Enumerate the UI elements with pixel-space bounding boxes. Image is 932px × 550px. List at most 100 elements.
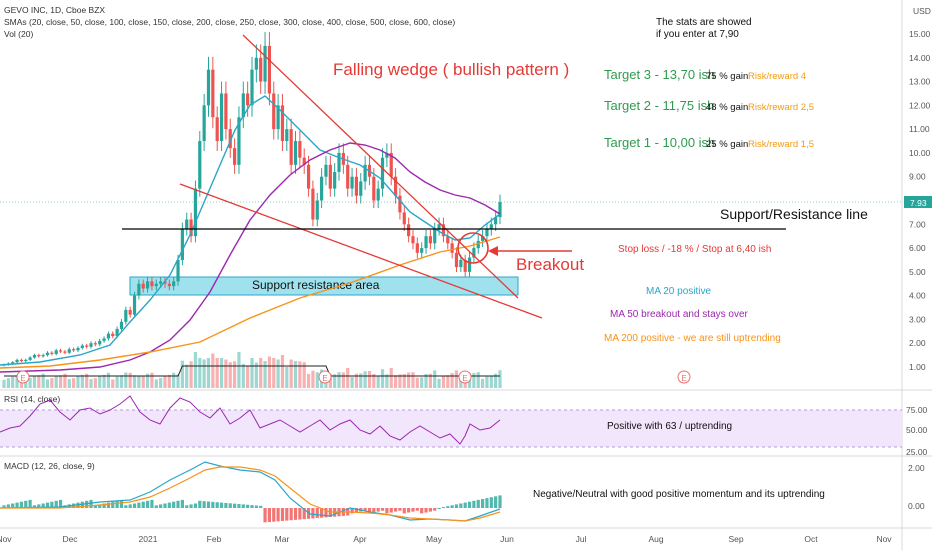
y-tick-label: 5.00 <box>909 267 926 277</box>
macd-bar <box>193 503 198 508</box>
volume-bar <box>402 374 406 388</box>
x-tick-label: Sep <box>728 534 743 544</box>
macd-bar <box>411 508 415 512</box>
macd-bar <box>132 503 137 508</box>
y-tick-label: 9.00 <box>909 172 926 182</box>
candle-body <box>320 176 324 201</box>
x-tick-label: Feb <box>207 534 222 544</box>
candle-body <box>167 283 171 287</box>
target-1-rr: Risk/reward 1,5 <box>748 139 814 150</box>
volume-bar <box>198 358 202 388</box>
macd-bar <box>350 508 354 514</box>
candle-body <box>315 200 319 220</box>
macd-bar <box>363 508 367 511</box>
macd-bar <box>6 504 10 508</box>
volume-bar <box>102 374 106 388</box>
volume-bar <box>354 373 359 388</box>
macd-bar <box>50 501 54 508</box>
macd-bar <box>254 505 258 508</box>
candle-body <box>189 219 193 237</box>
volume-bar <box>433 370 437 388</box>
candle-body <box>467 257 472 272</box>
macd-bar <box>415 508 419 511</box>
macd-bar <box>246 504 250 508</box>
breakout-label: Breakout <box>516 255 584 274</box>
candle-body <box>63 351 67 353</box>
volume-bar <box>172 372 176 388</box>
candle-body <box>246 93 250 106</box>
candle-body <box>485 229 489 237</box>
volume-bar <box>37 375 41 388</box>
macd-signal-line <box>0 466 501 522</box>
rsi-tick-25: 25.00 <box>906 447 928 457</box>
volume-bar <box>128 372 132 388</box>
macd-bar <box>485 498 489 508</box>
volume-bar <box>346 368 350 388</box>
volume-bar <box>359 373 363 388</box>
macd-bar <box>163 503 167 508</box>
volume-bar <box>76 376 80 388</box>
volume-bar <box>145 373 150 388</box>
macd-bar <box>202 501 206 508</box>
volume-bar <box>141 375 145 388</box>
volume-bar <box>63 373 67 388</box>
rsi-tick-50: 50.00 <box>906 425 928 435</box>
y-tick-label: 12.00 <box>909 100 931 110</box>
volume-bar <box>41 373 45 388</box>
volume-bar <box>6 378 10 388</box>
svg-text:E: E <box>20 374 25 383</box>
macd-bar <box>476 499 480 508</box>
candle-body <box>185 219 189 230</box>
volume-bar <box>446 375 450 388</box>
candle-body <box>494 217 498 225</box>
y-tick-label: 2.00 <box>909 338 926 348</box>
candle-body <box>306 164 311 189</box>
volume-bar <box>380 369 385 388</box>
support-line-label: Support/Resistance line <box>720 206 868 222</box>
macd-bar <box>376 508 380 512</box>
volume-bar <box>159 377 163 388</box>
candle-body <box>363 164 367 182</box>
y-tick-label: 1.00 <box>909 362 926 372</box>
macd-bar <box>380 508 385 511</box>
candle-body <box>398 195 402 213</box>
candle-body <box>241 93 245 118</box>
macd-bar <box>189 504 193 508</box>
macd-bar <box>276 508 280 522</box>
volume-bar <box>32 376 37 388</box>
volume-bar <box>272 358 276 388</box>
macd-bar <box>293 508 298 520</box>
macd-bar <box>441 507 446 509</box>
candle-body <box>311 188 315 220</box>
x-tick-label: Nov <box>0 534 12 544</box>
macd-bar <box>206 501 211 508</box>
candle-body <box>28 357 32 360</box>
macd-bar <box>402 508 406 514</box>
target-2-rr: Risk/reward 2,5 <box>748 102 814 113</box>
volume-bar <box>72 378 76 388</box>
volume-bar <box>206 358 211 388</box>
candle-body <box>480 236 485 241</box>
volume-bar <box>280 355 285 388</box>
candle-body <box>215 117 219 142</box>
target-1-gain: 25 % gain <box>706 139 748 150</box>
chart-title: GEVO INC, 1D, Cboe BZX <box>4 5 105 15</box>
candle-body <box>437 224 441 230</box>
macd-bar <box>446 506 450 508</box>
x-tick-label: Mar <box>275 534 290 544</box>
svg-text:E: E <box>462 374 467 383</box>
candle-body <box>176 259 180 282</box>
candle-body <box>420 248 424 253</box>
rsi-line <box>0 395 501 445</box>
macd-tick-2: 2.00 <box>908 463 925 473</box>
y-tick-label: 3.00 <box>909 314 926 324</box>
volume-bar <box>254 362 258 388</box>
candle-body <box>454 252 459 268</box>
target-3-rr: Risk/reward 4 <box>748 71 806 82</box>
volume-bar <box>24 379 28 388</box>
volume-bar <box>154 379 158 388</box>
volume-bar <box>420 377 424 388</box>
macd-bar <box>111 501 115 508</box>
